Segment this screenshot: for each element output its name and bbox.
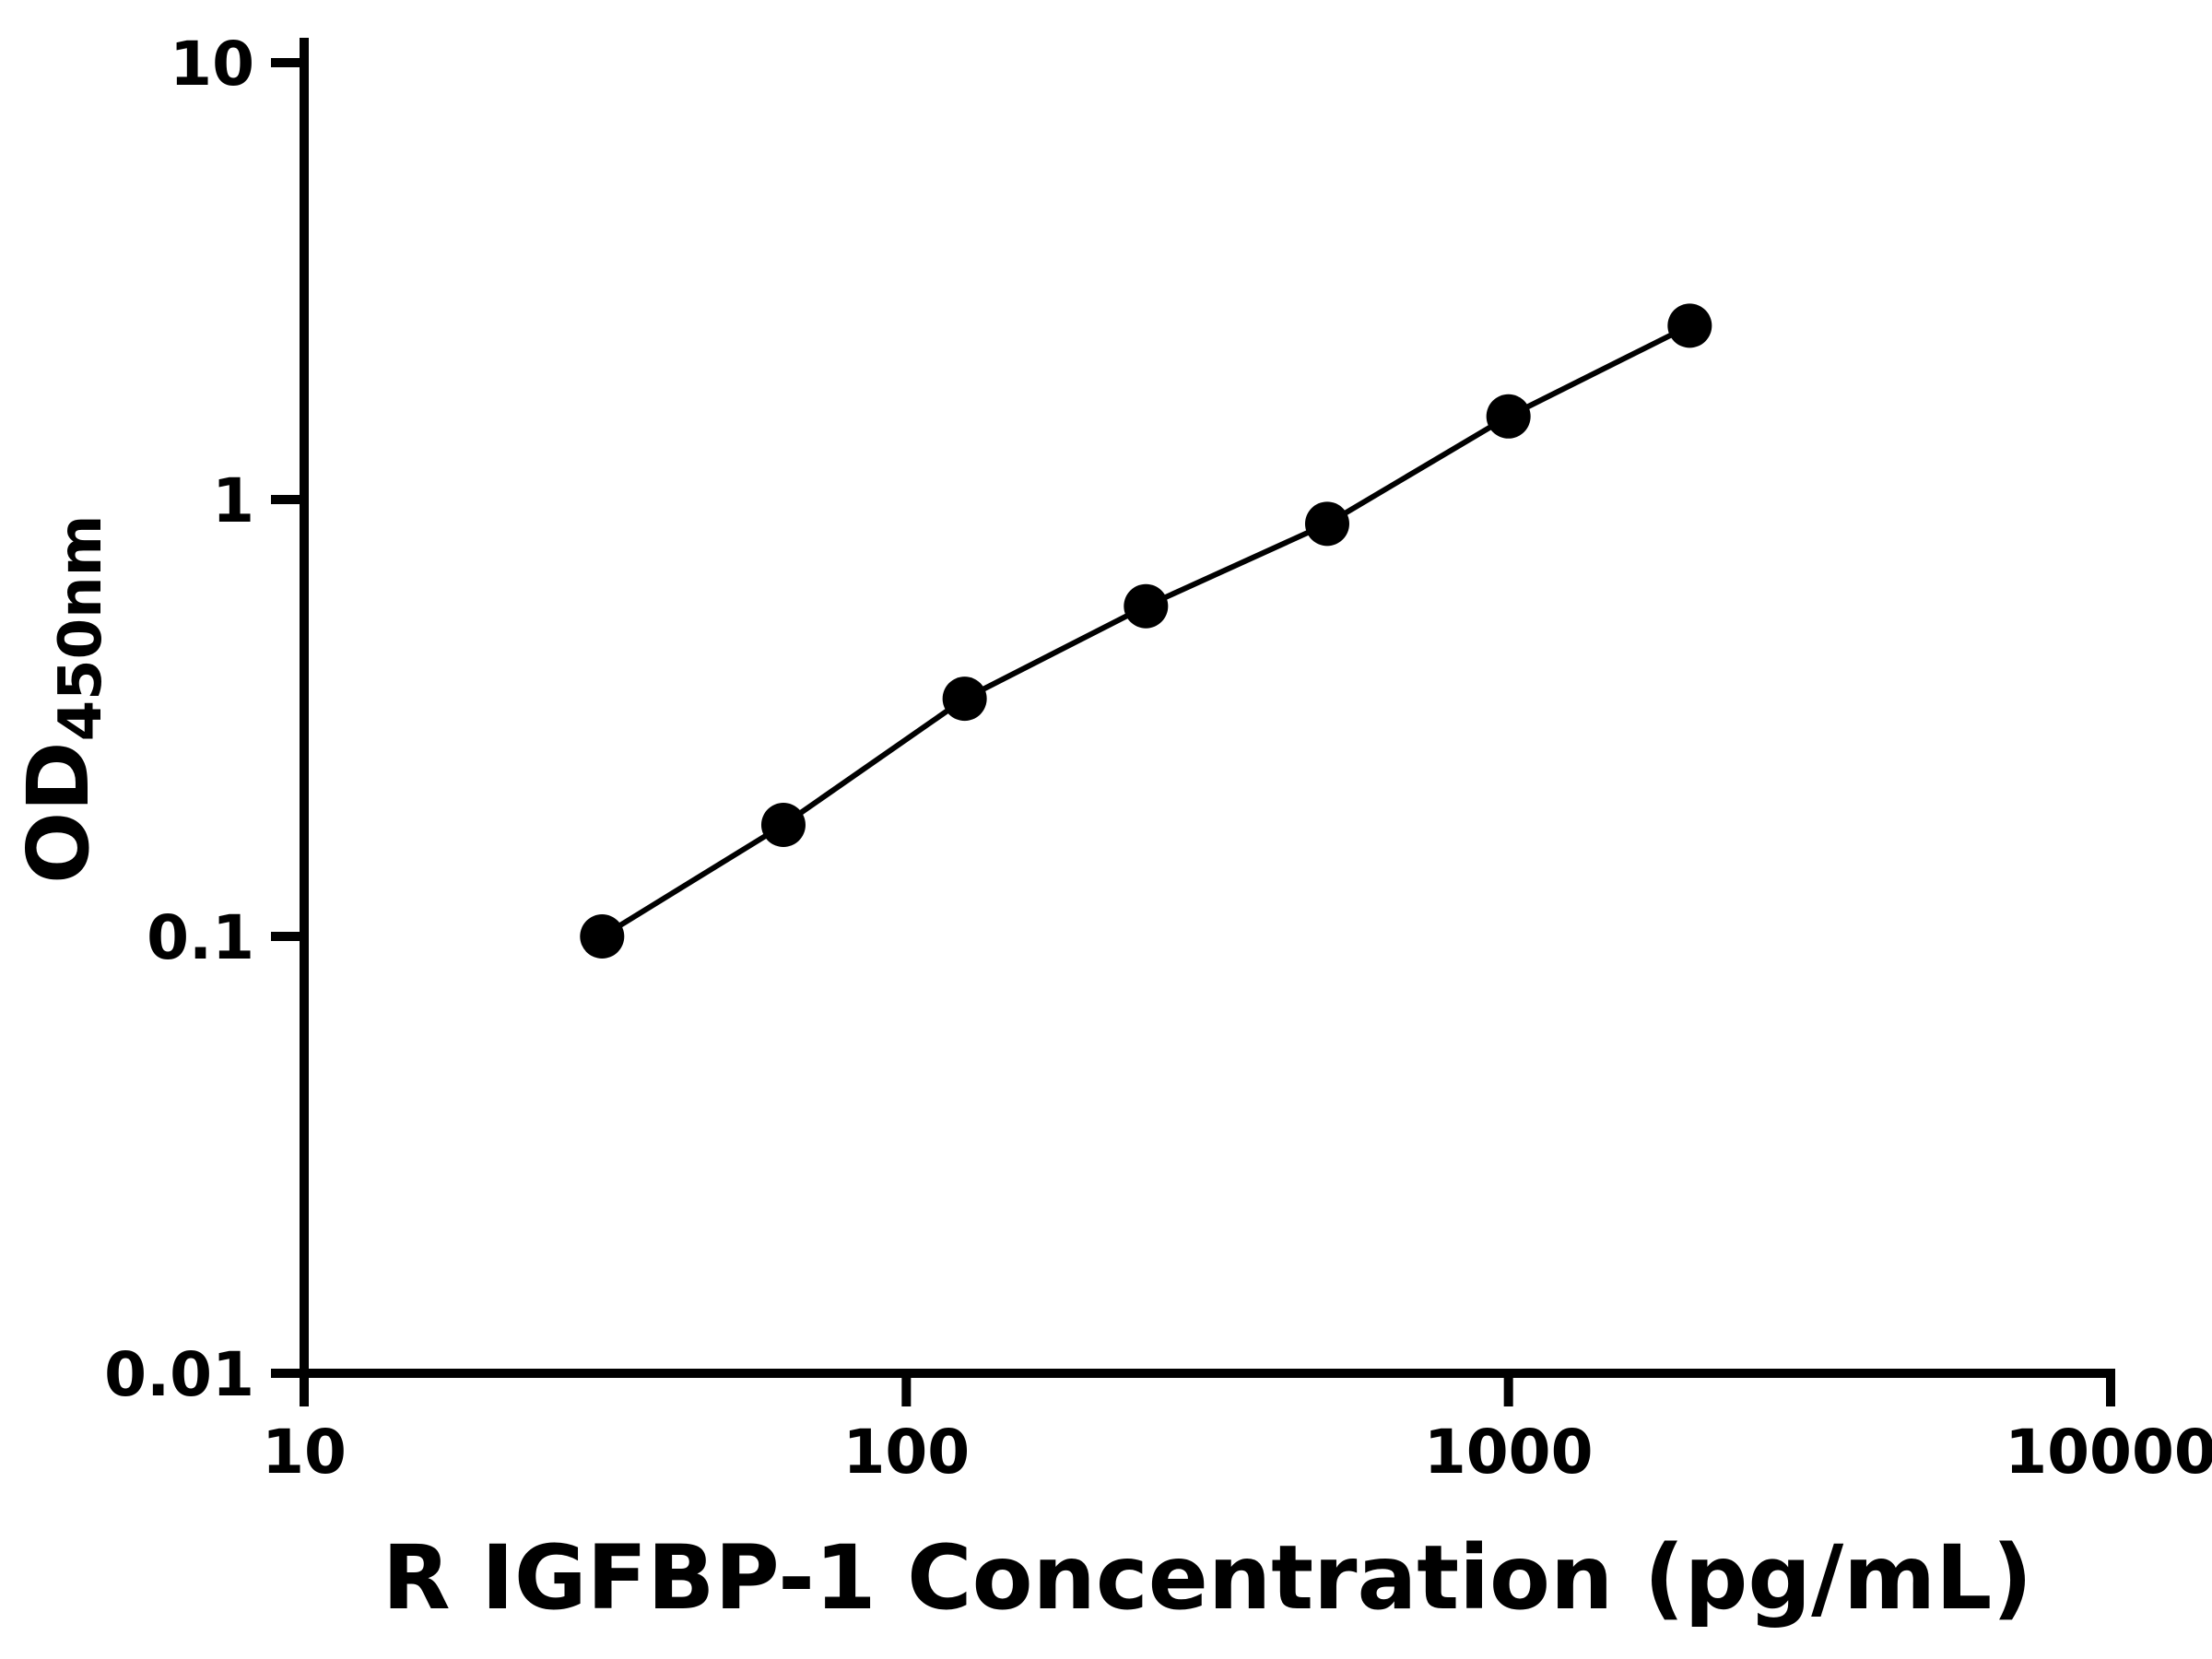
data-point <box>1304 501 1349 547</box>
y-tick-label: 10 <box>170 29 254 100</box>
y-tick-label: 0.1 <box>147 902 254 973</box>
x-tick-label: 10000 <box>2005 1417 2212 1488</box>
x-tick-label: 100 <box>842 1417 970 1488</box>
y-axis-title: OD450nm <box>9 515 115 884</box>
data-point <box>1667 303 1712 348</box>
data-point <box>760 803 806 848</box>
x-tick-label: 1000 <box>1424 1417 1594 1488</box>
x-tick-label: 10 <box>262 1417 347 1488</box>
y-tick-label: 1 <box>212 465 254 536</box>
data-point <box>580 914 625 959</box>
x-axis-title: R IGFBP-1 Concentration (pg/mL) <box>382 1526 2032 1630</box>
data-point <box>942 677 987 722</box>
y-tick-label: 0.01 <box>104 1339 254 1410</box>
data-point <box>1124 583 1169 629</box>
data-point <box>1486 394 1531 439</box>
